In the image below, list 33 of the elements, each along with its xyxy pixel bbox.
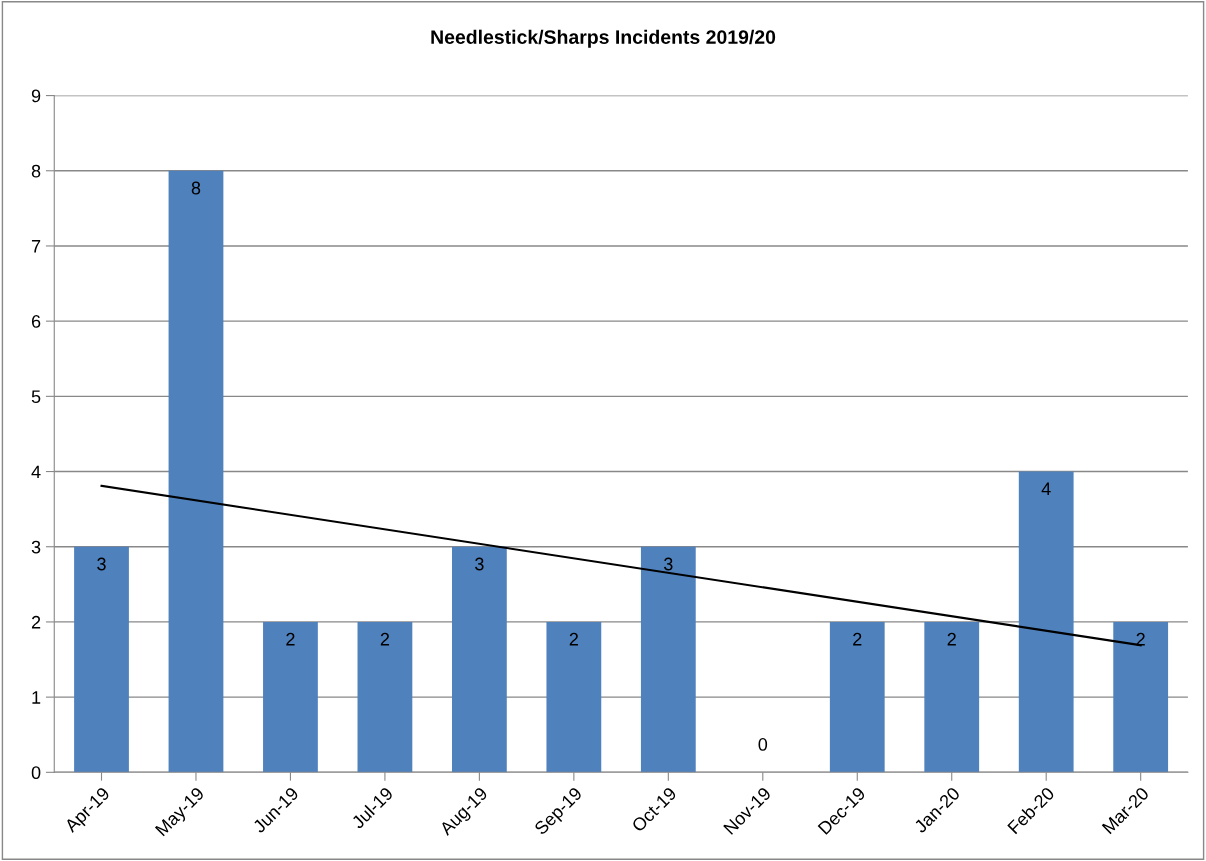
data-label: 8 bbox=[191, 181, 201, 195]
y-tick-label: 6 bbox=[31, 315, 41, 328]
bar bbox=[640, 546, 696, 773]
data-label: 3 bbox=[97, 557, 106, 571]
data-label: 0 bbox=[758, 738, 768, 751]
data-label: 3 bbox=[475, 557, 484, 571]
bar bbox=[451, 546, 507, 773]
bar bbox=[263, 621, 318, 773]
y-tick-label: 4 bbox=[31, 465, 41, 479]
data-label: 2 bbox=[286, 632, 295, 646]
y-tick-label: 7 bbox=[31, 240, 41, 253]
data-label: 2 bbox=[853, 632, 862, 646]
data-label: 2 bbox=[569, 632, 578, 646]
bar bbox=[357, 621, 413, 773]
bar bbox=[829, 621, 885, 773]
bar bbox=[1018, 471, 1074, 773]
bar bbox=[168, 170, 224, 773]
bar bbox=[924, 621, 980, 773]
bar bbox=[1113, 621, 1169, 773]
y-tick-label: 9 bbox=[31, 89, 41, 103]
bar bbox=[74, 546, 129, 773]
data-label: 2 bbox=[380, 632, 390, 646]
data-label: 2 bbox=[947, 632, 956, 646]
bar bbox=[546, 621, 602, 773]
y-tick-label: 1 bbox=[32, 691, 41, 704]
data-label: 3 bbox=[663, 557, 673, 571]
data-label: 4 bbox=[1041, 482, 1051, 496]
y-tick-label: 8 bbox=[31, 164, 41, 178]
y-tick-label: 2 bbox=[31, 615, 41, 629]
y-tick-label: 3 bbox=[31, 540, 41, 554]
y-tick-label: 5 bbox=[31, 390, 41, 404]
chart-title: Needlestick/Sharps Incidents 2019/20 bbox=[431, 29, 776, 48]
y-tick-label: 0 bbox=[31, 766, 41, 780]
